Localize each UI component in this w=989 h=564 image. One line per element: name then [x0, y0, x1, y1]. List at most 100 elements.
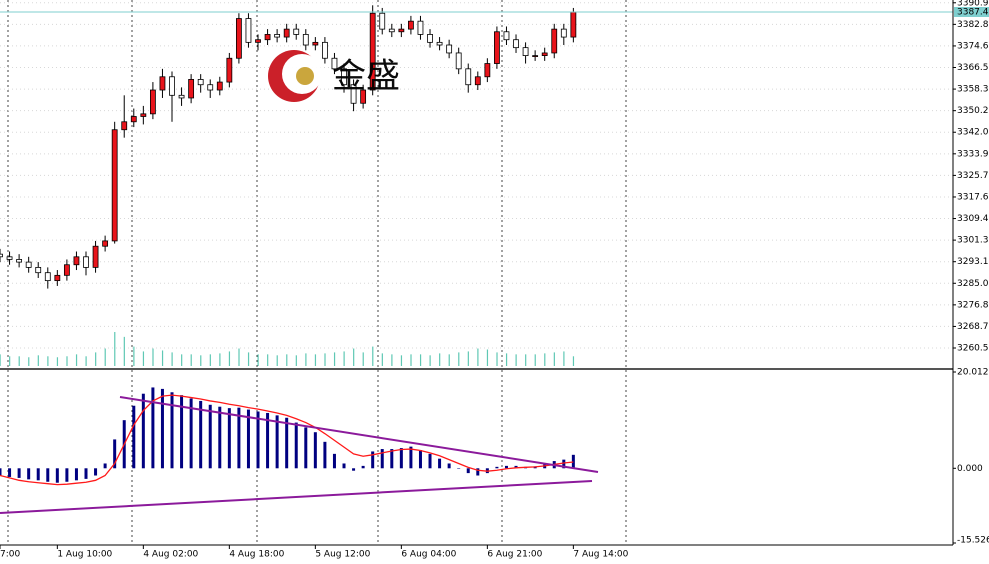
candle-body — [235, 18, 242, 59]
candle-body — [494, 31, 500, 64]
candle-body — [312, 41, 319, 46]
macd-bar — [199, 400, 203, 469]
macd-bar — [46, 468, 50, 482]
macd-bar — [94, 468, 98, 476]
y-tick-label: 20.012 — [957, 368, 989, 378]
macd-bar — [180, 395, 184, 469]
volume-bar — [419, 354, 422, 366]
macd-bar — [409, 446, 413, 469]
volume-bar — [391, 354, 393, 366]
candle-body — [455, 52, 462, 70]
volume-bar — [142, 351, 145, 366]
volume-bar — [267, 354, 269, 366]
volume-bar — [47, 356, 49, 366]
candle-body — [379, 12, 386, 30]
volume-bar — [486, 349, 489, 366]
macd-bar — [438, 458, 442, 469]
volume-bar — [247, 352, 250, 366]
candle-body — [274, 34, 281, 38]
x-tick-label: 6 Aug 21:00 — [487, 550, 542, 560]
y-tick-label: 3317.60 — [957, 192, 989, 202]
volume-bar — [534, 354, 536, 366]
candle-body — [388, 28, 395, 33]
volume-bar — [209, 354, 211, 366]
candle-body — [25, 261, 32, 268]
volume-bar — [171, 352, 173, 366]
volume-bar — [114, 332, 116, 366]
y-tick-label: 3350.20 — [957, 106, 989, 116]
x-tick-label: 7:00 — [0, 550, 20, 560]
volume-bar — [400, 355, 403, 366]
candle-body — [226, 57, 233, 83]
macd-bar — [476, 468, 480, 476]
volume-bar — [0, 354, 1, 366]
volume-bar — [75, 354, 78, 366]
macd-bar — [0, 468, 2, 476]
macd-bar — [132, 405, 136, 469]
macd-bar — [380, 449, 384, 469]
y-tick-label: 3293.15 — [957, 257, 989, 267]
volume-bar — [458, 352, 460, 366]
y-tick-label: 3374.65 — [957, 41, 989, 51]
volume-bar — [181, 354, 183, 366]
trendlines — [0, 396, 599, 514]
candle-body — [92, 245, 99, 268]
macd-bar — [495, 466, 499, 469]
candle-body — [331, 57, 338, 70]
macd-bar — [332, 453, 336, 469]
macd-bar — [208, 404, 212, 469]
volume-bar — [286, 354, 288, 366]
candle-body — [503, 31, 510, 41]
macd-bar — [352, 468, 356, 471]
candle-body — [417, 20, 424, 35]
y-tick-label: 3333.90 — [957, 149, 989, 159]
volume-bar — [161, 350, 164, 366]
candle-body — [169, 76, 175, 96]
volume-bar — [95, 352, 97, 366]
macd-bar — [447, 463, 451, 469]
volume-bar — [333, 352, 336, 366]
volume-bar — [477, 348, 479, 366]
candle-body — [111, 129, 118, 242]
price-label: 3387.47 — [957, 7, 989, 17]
macd-bar — [294, 422, 298, 469]
volume-bar — [295, 355, 297, 366]
volume-bar — [429, 355, 431, 366]
volume-bar — [496, 352, 498, 366]
candle-body — [398, 28, 405, 33]
trendline — [119, 396, 599, 473]
macd-bar — [55, 468, 59, 483]
trendline — [0, 480, 593, 514]
macd-bar — [189, 398, 193, 469]
candle-body — [360, 89, 367, 104]
watermark-text: 金盛 — [332, 57, 400, 97]
candle-body — [255, 39, 261, 43]
macd-bar — [514, 465, 518, 469]
volume-bar — [37, 355, 39, 366]
candle-body — [188, 79, 195, 99]
macd-bar — [571, 454, 575, 469]
macd-bar — [504, 465, 508, 469]
volume-bar — [410, 354, 412, 366]
candle-body — [83, 256, 89, 268]
volume-bar — [152, 348, 154, 366]
y-tick-label: -15.526 — [957, 536, 989, 546]
macd-bar — [304, 427, 308, 469]
volume-bar — [381, 353, 383, 366]
macd-bar — [418, 450, 422, 469]
macd-bar — [227, 408, 231, 469]
candle-body — [216, 81, 223, 91]
macd-bar — [399, 448, 403, 469]
volume-bar — [544, 353, 546, 366]
volume-bar — [257, 354, 259, 366]
candle-body — [408, 20, 414, 30]
macd-bar — [84, 468, 88, 479]
macd-bar — [466, 468, 470, 474]
volume-bar — [467, 351, 469, 366]
macd-bar — [141, 393, 145, 469]
candle-body — [0, 253, 3, 258]
macd-bar — [562, 459, 566, 469]
volume-bar — [219, 353, 221, 366]
